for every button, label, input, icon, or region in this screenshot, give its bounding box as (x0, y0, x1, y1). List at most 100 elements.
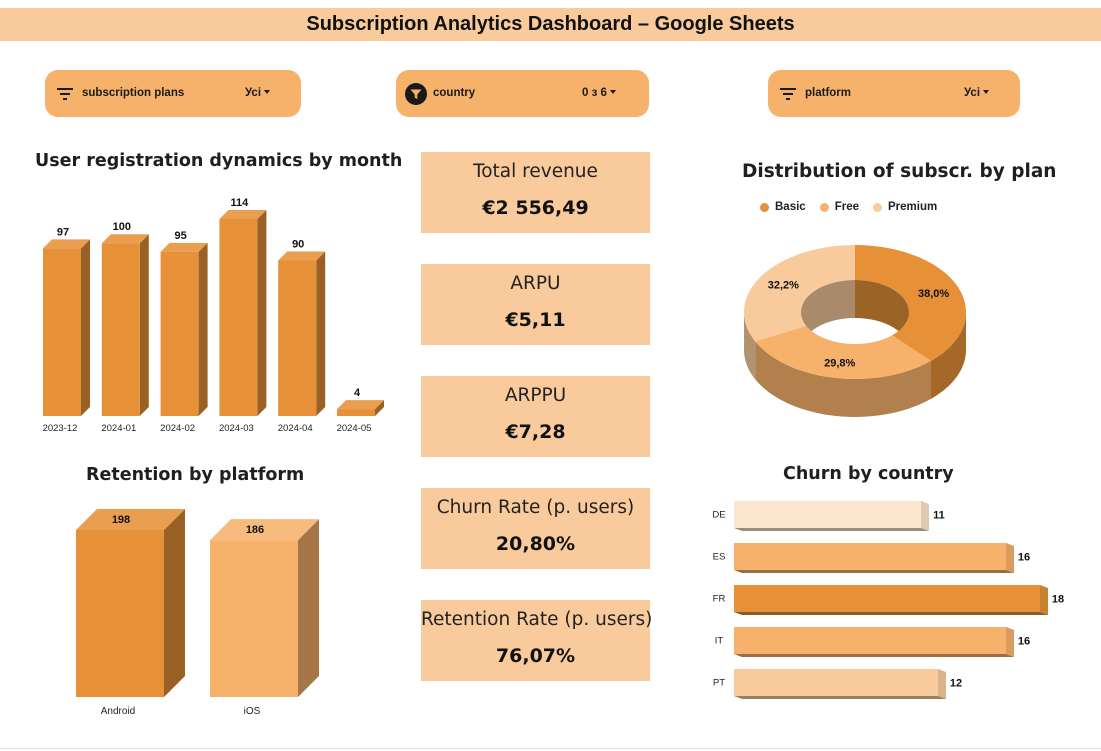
kpi-churn-rate: Churn Rate (p. users) 20,80% (421, 488, 650, 569)
kpi-label: ARPU (510, 273, 561, 294)
bar (734, 669, 938, 696)
tick-label: 2024-03 (219, 423, 254, 434)
bar-top (219, 210, 267, 219)
tick-label: Android (101, 706, 135, 717)
filter-label: country (433, 87, 476, 99)
bar (219, 219, 258, 416)
legend-item: Free (819, 201, 859, 213)
kpi-value: €7,28 (505, 421, 566, 443)
slice-label: 29,8% (824, 358, 855, 370)
slice-side (744, 312, 756, 380)
filter-country[interactable]: country 0 з 6 (396, 70, 649, 117)
tick-label: DE (712, 510, 725, 521)
bar-bottom (734, 612, 1048, 615)
bar (210, 540, 298, 697)
bar-bottom (734, 570, 1014, 573)
bar-bottom (734, 654, 1014, 657)
kpi-label: Churn Rate (p. users) (436, 497, 635, 518)
bar-top (210, 519, 319, 541)
dashboard-title: Subscription Analytics Dashboard – Googl… (0, 8, 1101, 41)
data-label: 4 (354, 387, 361, 399)
bar (734, 501, 921, 528)
legend-item: Basic (760, 201, 806, 213)
filter-lines-icon (54, 83, 76, 105)
bar-bottom (734, 528, 929, 531)
bar-side (938, 669, 946, 699)
filter-subscription-plans[interactable]: subscription plans Усі (45, 70, 301, 117)
kpi-value: €5,11 (505, 309, 566, 331)
page-bottom-divider (0, 748, 1101, 749)
bar (76, 530, 164, 697)
churn-bars (734, 501, 1048, 699)
legend-label: Free (834, 201, 859, 213)
bar (734, 543, 1006, 570)
bar-bottom (734, 696, 946, 699)
slice (855, 245, 966, 361)
tick-label: ES (713, 552, 726, 563)
bar (734, 627, 1006, 654)
kpi-arppu: ARPPU €7,28 (421, 376, 650, 457)
filter-funnel-active-icon (405, 83, 427, 105)
bar-side (1006, 627, 1014, 657)
tick-label: 2023-12 (43, 423, 78, 434)
tick-label: iOS (244, 706, 261, 717)
filter-label: subscription plans (82, 87, 185, 99)
filter-platform[interactable]: platform Усі (768, 70, 1020, 117)
data-label: 16 (1018, 636, 1030, 648)
slice (744, 245, 855, 342)
chart-title-plan-distribution: Distribution of subscr. by plan (742, 161, 1057, 182)
filter-lines-icon (777, 83, 799, 105)
slice (755, 325, 931, 379)
slice-side (930, 312, 966, 399)
kpi-total-revenue: Total revenue €2 556,49 (421, 152, 650, 233)
tick-label: 2024-02 (160, 423, 195, 434)
filter-value-dropdown[interactable]: Усі (245, 87, 270, 99)
chart-title-retention: Retention by platform (86, 465, 305, 485)
filter-label: platform (805, 87, 851, 99)
bar-side (316, 251, 326, 416)
bar-side (198, 242, 208, 416)
data-label: 11 (933, 510, 945, 522)
data-label: 90 (292, 238, 304, 250)
bar (278, 260, 317, 416)
bar-top (43, 239, 90, 249)
bar-side (298, 519, 319, 697)
tick-label: PT (713, 678, 725, 689)
kpi-label: ARPPU (504, 385, 567, 406)
bar-top (160, 242, 208, 252)
tick-label: IT (715, 636, 724, 647)
legend-swatch (760, 202, 769, 212)
data-label: 12 (950, 678, 962, 690)
bar (734, 585, 1040, 612)
kpi-value: 20,80% (495, 533, 576, 555)
bar-top (76, 509, 185, 530)
data-label: 97 (57, 226, 69, 238)
kpi-value: €2 556,49 (482, 197, 589, 219)
bar-top (337, 400, 384, 410)
tick-label: 2024-04 (278, 423, 313, 434)
data-label: 186 (246, 524, 264, 536)
tick-label: FR (713, 594, 726, 605)
data-label: 18 (1052, 594, 1064, 606)
legend-swatch (872, 202, 882, 212)
chart-legend-plans: Basic Free Premium (760, 201, 937, 213)
slice-side (755, 341, 931, 417)
legend-swatch (819, 202, 829, 212)
bar (101, 243, 140, 416)
bar-top (278, 251, 326, 261)
bar-side (375, 400, 384, 416)
data-label: 100 (113, 221, 131, 233)
kpi-label: Retention Rate (p. users) (421, 609, 653, 630)
data-label: 114 (231, 197, 250, 209)
legend-item: Premium (872, 201, 938, 213)
kpi-value: 76,07% (495, 645, 576, 667)
filter-value-dropdown[interactable]: Усі (964, 87, 989, 99)
registrations-bars (43, 210, 384, 416)
kpi-label: Total revenue (473, 161, 598, 182)
legend-label: Premium (887, 201, 938, 213)
retention-bars (76, 509, 319, 697)
bar (337, 409, 375, 416)
filter-value-dropdown[interactable]: 0 з 6 (582, 87, 616, 99)
bar-side (921, 501, 929, 531)
kpi-arpu: ARPU €5,11 (421, 264, 650, 345)
